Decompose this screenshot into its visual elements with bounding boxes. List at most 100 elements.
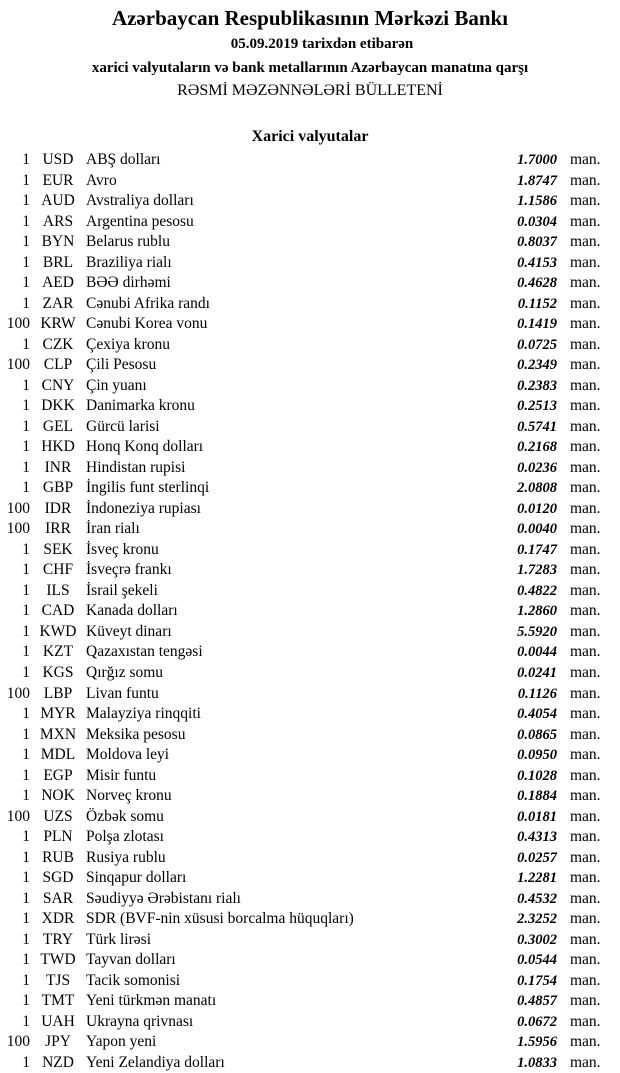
unit-label: man. [570, 807, 601, 825]
currency-code: EGP [43, 766, 73, 784]
rate-row: 100 CLP Çili Pesosu 0.2349 man. [0, 355, 620, 375]
currency-name: Livan funtu [86, 684, 159, 702]
currency-name: Tayvan dolları [86, 951, 176, 969]
currency-code: KZT [42, 643, 74, 661]
currency-name: Türk lirəsi [86, 930, 151, 948]
amount: 1 [22, 274, 30, 292]
currency-code: TMT [41, 992, 75, 1010]
currency-name: Avro [86, 171, 117, 189]
rate-row: 100 LBP Livan funtu 0.1126 man. [0, 684, 620, 704]
amount: 1 [22, 376, 30, 394]
rate-value: 2.3252 [517, 911, 557, 928]
currency-name: Argentina pesosu [86, 212, 194, 230]
rate-row: 1 AUD Avstraliya dolları 1.1586 man. [0, 191, 620, 211]
unit-label: man. [570, 951, 601, 969]
amount: 1 [22, 438, 30, 456]
rate-value: 0.4822 [517, 582, 557, 599]
rate-row: 1 ILS İsrail şekeli 0.4822 man. [0, 581, 620, 601]
amount: 1 [22, 458, 30, 476]
unit-label: man. [570, 499, 601, 517]
currency-name: Yeni Zelandiya dolları [86, 1053, 225, 1071]
amount: 1 [22, 417, 30, 435]
unit-label: man. [570, 910, 601, 928]
amount: 100 [6, 807, 30, 825]
rate-row: 1 MDL Moldova leyi 0.0950 man. [0, 745, 620, 765]
currency-code: MYR [40, 705, 76, 723]
rate-value: 0.1028 [517, 767, 557, 784]
rate-row: 1 ZAR Cənubi Afrika randı 0.1152 man. [0, 294, 620, 314]
bank-title: Azərbaycan Respublikasının Mərkəzi Bankı [111, 6, 509, 30]
currency-code: PLN [43, 828, 73, 846]
rate-row: 1 PLN Polşa zlotası 0.4313 man. [0, 827, 620, 847]
currency-name: BƏƏ dirhəmi [86, 274, 171, 292]
unit-label: man. [570, 540, 601, 558]
amount: 1 [22, 1012, 30, 1030]
rate-value: 0.3002 [517, 931, 557, 948]
rate-value: 1.1586 [517, 193, 557, 210]
currency-code: GBP [42, 479, 74, 497]
rate-value: 0.0672 [517, 1013, 557, 1030]
currency-name: Honq Konq dolları [86, 438, 204, 456]
rate-value: 0.0725 [517, 336, 557, 353]
rate-row: 100 UZS Özbək somu 0.0181 man. [0, 807, 620, 827]
unit-label: man. [570, 171, 601, 189]
rate-value: 0.2383 [517, 377, 557, 394]
unit-label: man. [570, 253, 601, 271]
rate-value: 0.1884 [517, 788, 557, 805]
rate-value: 1.7283 [517, 562, 557, 579]
rate-row: 1 NOK Norveç kronu 0.1884 man. [0, 786, 620, 806]
rate-value: 0.0120 [517, 500, 557, 517]
amount: 1 [22, 746, 30, 764]
section-heading: Xarici valyutalar [251, 128, 369, 145]
rate-value: 1.7000 [517, 152, 557, 168]
currency-code: MDL [40, 746, 76, 764]
amount: 1 [22, 212, 30, 230]
currency-name: Kanada dolları [86, 602, 178, 620]
currency-code: MXN [39, 725, 77, 743]
rate-value: 0.8037 [517, 234, 557, 251]
amount: 1 [22, 643, 30, 661]
unit-label: man. [570, 889, 601, 907]
currency-code: SAR [42, 889, 74, 907]
unit-label: man. [570, 417, 601, 435]
currency-code: USD [42, 151, 74, 168]
rate-row: 1 BYN Belarus rublu 0.8037 man. [0, 232, 620, 252]
rate-row: 1 RUB Rusiya rublu 0.0257 man. [0, 848, 620, 868]
rate-value: 0.4153 [517, 254, 557, 271]
rate-row: 1 UAH Ukrayna qrivnası 0.0672 man. [0, 1012, 620, 1032]
currency-code: IDR [44, 499, 72, 517]
unit-label: man. [570, 274, 601, 292]
currency-name: Ukrayna qrivnası [86, 1012, 194, 1030]
rate-value: 0.0241 [517, 665, 557, 681]
currency-code: KRW [40, 315, 76, 333]
amount: 100 [6, 315, 30, 333]
unit-label: man. [570, 520, 601, 538]
unit-label: man. [570, 766, 601, 784]
currency-code: NZD [42, 1053, 74, 1071]
rate-value: 0.0865 [517, 726, 557, 743]
currency-code: SGD [42, 869, 74, 887]
rate-row: 100 KRW Cənubi Korea vonu 0.1419 man. [0, 314, 620, 334]
rate-value: 1.8747 [517, 172, 557, 189]
currency-name: ABŞ dolları [86, 151, 161, 168]
amount: 1 [22, 930, 30, 948]
amount: 100 [6, 356, 30, 374]
unit-label: man. [570, 438, 601, 456]
amount: 1 [22, 828, 30, 846]
amount: 1 [22, 705, 30, 723]
currency-code: ZAR [42, 294, 74, 312]
currency-code: NOK [41, 787, 75, 805]
unit-label: man. [570, 458, 601, 476]
currency-code: TWD [40, 951, 76, 969]
unit-label: man. [570, 705, 601, 723]
currency-code: CZK [42, 335, 74, 353]
rate-value: 0.2168 [517, 439, 557, 456]
currency-code: DKK [41, 397, 75, 415]
rate-row: 1 SEK İsveç kronu 0.1747 man. [0, 540, 620, 560]
currency-code: BYN [41, 233, 75, 251]
currency-code: CAD [41, 602, 75, 620]
unit-label: man. [570, 233, 601, 251]
date-line: 05.09.2019 tarixdən etibarən [230, 36, 414, 52]
rate-row: 100 IRR İran rialı 0.0040 man. [0, 519, 620, 539]
unit-label: man. [570, 581, 601, 599]
